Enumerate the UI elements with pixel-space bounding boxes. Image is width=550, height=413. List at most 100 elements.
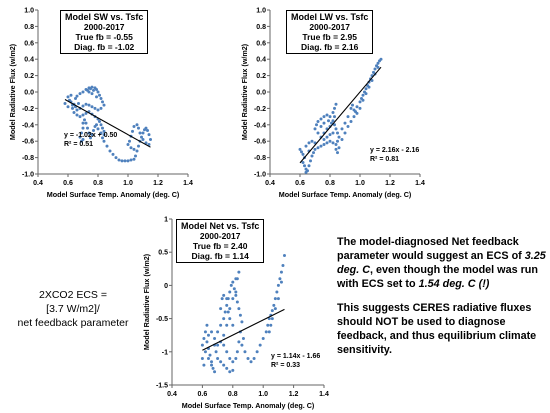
lw-data-point xyxy=(340,127,344,131)
sw-y-tick-label: -0.2 xyxy=(22,106,34,113)
net-data-point xyxy=(231,297,235,301)
sw-data-point xyxy=(126,159,130,163)
lw-data-point xyxy=(358,100,362,104)
sw-data-point xyxy=(69,93,73,97)
lw-data-point xyxy=(313,147,317,151)
sw-x-axis-label: Model Surface Temp. Anomaly (deg. C) xyxy=(47,190,180,199)
sw-data-point xyxy=(78,135,82,139)
lw-data-point xyxy=(334,147,338,151)
lw-data-point xyxy=(325,135,329,139)
lw-x-axis-label: Model Surface Temp. Anomaly (deg. C) xyxy=(279,190,412,199)
lw-y-tick-label: -1.0 xyxy=(254,172,266,179)
net-data-point xyxy=(243,350,247,354)
lw-data-point xyxy=(334,102,338,106)
net-data-point xyxy=(200,343,204,347)
ecs-note-line2: [3.7 W/m2]/ xyxy=(46,303,100,315)
sw-data-point xyxy=(141,138,145,142)
lw-data-point xyxy=(304,170,308,174)
conclusion-text: The model-diagnosed Net feedback paramet… xyxy=(337,235,549,367)
sw-data-point xyxy=(90,92,94,96)
net-data-point xyxy=(225,297,229,301)
sw-data-point xyxy=(78,92,82,96)
lw-data-point xyxy=(310,139,314,143)
sw-x-tick-label: 1.4 xyxy=(183,180,193,187)
sw-data-point xyxy=(93,106,97,110)
lw-data-point xyxy=(327,119,330,123)
sw-data-point xyxy=(105,144,109,148)
sw-y-tick-label: -0.6 xyxy=(22,139,34,146)
lw-y-tick-label: -0.8 xyxy=(254,155,266,162)
net-data-point xyxy=(231,323,235,327)
lw-data-point xyxy=(340,138,344,142)
lw-data-point xyxy=(349,120,353,124)
lw-data-point xyxy=(322,138,326,142)
lw-y-tick-label: 0.2 xyxy=(256,73,266,80)
sw-data-point xyxy=(101,126,104,130)
sw-data-point xyxy=(75,108,79,112)
lw-y-tick-label: -0.4 xyxy=(254,122,266,129)
net-y-tick-label: -0.5 xyxy=(156,316,168,323)
net-data-point xyxy=(270,309,274,313)
lw-data-point xyxy=(298,147,302,151)
sw-y-tick-label: 0.8 xyxy=(24,24,34,31)
conclusion-paragraph-1: The model-diagnosed Net feedback paramet… xyxy=(337,235,549,291)
sw-y-tick-label: 0.0 xyxy=(24,90,34,97)
lw-data-point xyxy=(358,106,362,110)
net-data-point xyxy=(228,290,232,294)
net-data-point xyxy=(237,340,241,344)
net-data-point xyxy=(225,366,229,370)
lw-data-point xyxy=(309,159,312,163)
lw-data-point xyxy=(336,131,339,135)
lw-chart-svg: -1.0 -0.8 -0.6 -0.4 -0.2 0.0 0.2 0.4 0.6 0.8 1.0 0.… xyxy=(240,8,425,200)
sw-data-point xyxy=(132,157,136,161)
sw-data-point xyxy=(101,136,104,140)
sw-data-point xyxy=(126,142,130,146)
net-data-point xyxy=(235,300,239,304)
sw-data-point xyxy=(138,131,142,135)
net-data-point xyxy=(231,360,235,364)
lw-data-point xyxy=(364,92,368,96)
net-y-tick-label: 0 xyxy=(164,283,168,290)
net-data-point xyxy=(278,277,282,281)
sw-data-point xyxy=(144,126,148,130)
sw-data-point xyxy=(72,111,76,114)
net-data-point xyxy=(273,307,277,311)
net-data-point xyxy=(208,353,212,357)
net-y-tick-label: 1 xyxy=(164,217,168,224)
lw-data-point xyxy=(352,108,356,112)
sw-data-point xyxy=(83,118,86,122)
net-data-point xyxy=(203,330,207,334)
sw-data-point xyxy=(102,129,106,133)
sw-data-point xyxy=(84,111,88,115)
sw-data-point xyxy=(66,95,70,99)
sw-y-tick-label: 0.2 xyxy=(24,73,34,80)
sw-data-point xyxy=(132,147,136,151)
net-data-point xyxy=(205,323,209,327)
net-data-point xyxy=(206,356,210,360)
lw-data-point xyxy=(331,119,335,123)
net-data-point xyxy=(205,340,209,344)
lw-x-tick-label: 0.8 xyxy=(325,180,335,187)
sw-data-point xyxy=(99,97,103,101)
net-data-point xyxy=(273,297,277,301)
net-data-point xyxy=(276,297,280,301)
lw-data-point xyxy=(355,105,359,109)
sw-data-point xyxy=(144,141,148,145)
sw-data-point xyxy=(84,121,88,125)
net-data-point xyxy=(279,280,283,284)
sw-y-tick-label: 0.6 xyxy=(24,40,34,47)
lw-data-point xyxy=(333,123,336,127)
conclusion-p1-part1: The model-diagnosed Net feedback paramet… xyxy=(337,236,525,262)
net-data-point xyxy=(258,343,262,347)
sw-data-point xyxy=(89,87,92,91)
lw-data-point xyxy=(376,65,380,69)
lw-data-point xyxy=(333,106,336,110)
sw-data-point xyxy=(129,158,133,162)
net-y-tick-label: 0.5 xyxy=(158,250,168,257)
net-data-point xyxy=(228,356,232,360)
net-data-point xyxy=(234,277,238,281)
net-data-point xyxy=(231,280,235,284)
net-data-point xyxy=(234,356,238,360)
sw-data-point xyxy=(78,115,82,119)
net-data-point xyxy=(264,330,268,334)
